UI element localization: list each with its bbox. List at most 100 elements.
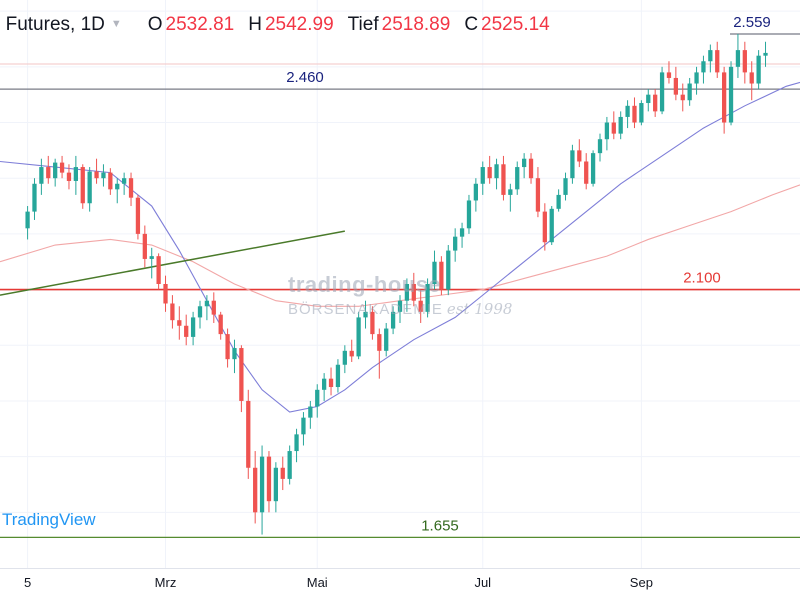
candle: [322, 373, 327, 401]
candle-body: [363, 311, 368, 318]
candle: [163, 275, 168, 312]
candle: [556, 189, 561, 212]
candle: [494, 158, 499, 190]
candle-body: [211, 300, 216, 315]
candle-body: [666, 72, 672, 78]
candle: [439, 256, 444, 296]
candle-body: [556, 194, 561, 209]
candle-body: [722, 72, 727, 123]
candle: [259, 445, 265, 535]
candle: [328, 367, 334, 396]
open-label: O: [147, 14, 163, 35]
candle-body: [411, 284, 416, 301]
candle: [225, 328, 230, 368]
candle: [211, 292, 216, 323]
candle-body: [32, 183, 37, 212]
candle: [294, 428, 299, 463]
candle: [577, 139, 582, 168]
candle-body: [142, 233, 147, 259]
trendline[interactable]: [0, 230, 345, 296]
candle: [301, 412, 306, 446]
candle: [701, 55, 706, 84]
candle-body: [322, 378, 327, 390]
candle: [280, 456, 285, 491]
candle: [632, 97, 637, 129]
candle: [356, 311, 361, 360]
candle-body: [349, 350, 354, 357]
candle-body: [101, 172, 106, 179]
candle-body: [466, 200, 472, 229]
candle: [459, 222, 465, 248]
candle: [287, 445, 292, 485]
candle: [646, 89, 651, 112]
candle: [763, 41, 768, 67]
candle: [32, 178, 37, 220]
candle-body: [335, 364, 341, 388]
candle: [728, 61, 734, 126]
candle: [80, 164, 85, 209]
candle-body: [184, 325, 189, 337]
candle: [501, 155, 506, 201]
candle-body: [570, 150, 575, 179]
candle: [308, 400, 313, 429]
level-label: 2.460: [286, 69, 324, 86]
candle-body: [715, 50, 720, 73]
candle: [177, 306, 182, 340]
tradingview-logo[interactable]: TradingView: [2, 510, 96, 529]
level-label: 2.100: [683, 270, 721, 287]
candle-body: [494, 164, 499, 179]
candle: [87, 167, 92, 212]
ma-long-line: [0, 184, 800, 307]
close-value: 2525.14: [481, 14, 550, 35]
candle: [142, 225, 147, 268]
candle-body: [646, 94, 651, 104]
candle-body: [439, 261, 444, 290]
candle: [218, 311, 223, 340]
candle-body: [328, 378, 334, 388]
candle: [128, 172, 134, 207]
candle: [315, 384, 320, 418]
candle-body: [370, 311, 375, 335]
candle: [618, 111, 623, 140]
legend-header: - Futures, 1D ▼ O 2532.81 H 2542.99 Tief…: [0, 14, 550, 40]
candle-body: [522, 158, 527, 168]
candle: [46, 155, 51, 184]
symbol-title[interactable]: - Futures, 1D: [0, 14, 105, 35]
candle-body: [177, 320, 182, 326]
chevron-down-icon[interactable]: ▼: [110, 18, 122, 30]
candle: [335, 359, 341, 393]
candle: [418, 289, 423, 323]
candle-body: [418, 300, 423, 312]
candle: [453, 228, 458, 262]
candle-body: [453, 236, 458, 251]
candle-body: [508, 189, 513, 195]
candle: [563, 172, 568, 201]
candle: [432, 250, 437, 290]
candle-body: [73, 167, 78, 181]
candle-body: [563, 178, 568, 195]
candle-body: [122, 178, 127, 184]
candle-body: [425, 284, 430, 312]
candle: [246, 389, 251, 479]
x-tick-label: Jul: [474, 575, 491, 590]
candle: [749, 61, 754, 101]
candle: [659, 66, 665, 115]
candle: [522, 153, 527, 179]
candle-body: [266, 456, 272, 502]
candle: [349, 339, 354, 362]
candle: [535, 167, 541, 218]
candle-body: [197, 306, 203, 318]
candle-body: [742, 50, 747, 73]
candle: [184, 314, 189, 346]
candle-body: [611, 122, 616, 134]
candle-body: [356, 317, 361, 357]
candle-body: [115, 183, 120, 190]
candle: [446, 245, 451, 296]
x-tick-label: Sep: [630, 575, 653, 590]
candle: [425, 278, 430, 318]
candle-body: [232, 348, 237, 360]
candle: [549, 206, 554, 246]
candle: [611, 111, 616, 140]
candle: [342, 345, 347, 374]
